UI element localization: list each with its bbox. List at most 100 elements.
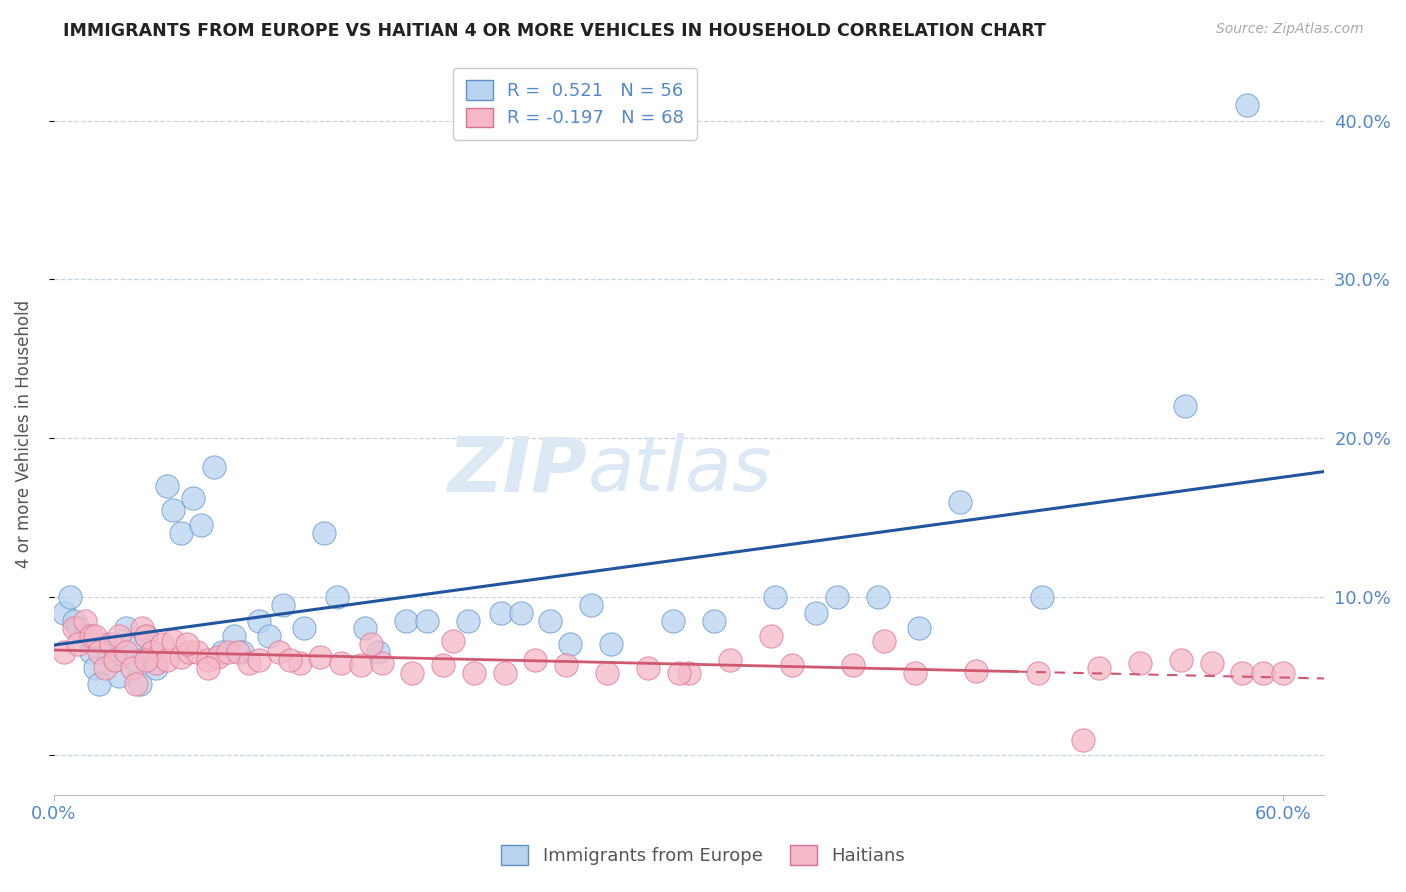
- Point: [207, 650, 229, 665]
- Point: [155, 479, 177, 493]
- Point: [292, 622, 315, 636]
- Point: [135, 629, 157, 643]
- Point: [273, 598, 295, 612]
- Point: [53, 645, 76, 659]
- Text: ZIP: ZIP: [447, 434, 588, 508]
- Point: [257, 629, 280, 643]
- Point: [94, 661, 117, 675]
- Point: [457, 614, 479, 628]
- Point: [510, 606, 533, 620]
- Point: [269, 645, 291, 659]
- Point: [780, 657, 803, 672]
- Point: [162, 634, 184, 648]
- Point: [238, 657, 260, 671]
- Point: [842, 657, 865, 672]
- Point: [63, 622, 86, 636]
- Point: [579, 598, 602, 612]
- Point: [141, 645, 163, 659]
- Point: [825, 590, 848, 604]
- Point: [759, 629, 782, 643]
- Y-axis label: 4 or more Vehicles in Household: 4 or more Vehicles in Household: [15, 300, 32, 568]
- Point: [73, 614, 96, 628]
- Point: [108, 669, 131, 683]
- Point: [360, 637, 382, 651]
- Point: [329, 657, 352, 671]
- Point: [600, 637, 623, 651]
- Point: [678, 665, 700, 680]
- Point: [170, 650, 193, 665]
- Point: [247, 653, 270, 667]
- Point: [197, 653, 219, 667]
- Point: [63, 614, 86, 628]
- Point: [637, 661, 659, 675]
- Point: [1129, 657, 1152, 671]
- Point: [661, 614, 683, 628]
- Point: [177, 645, 200, 659]
- Point: [231, 645, 253, 659]
- Point: [1071, 732, 1094, 747]
- Point: [524, 653, 547, 667]
- Text: Source: ZipAtlas.com: Source: ZipAtlas.com: [1216, 22, 1364, 37]
- Legend: Immigrants from Europe, Haitians: Immigrants from Europe, Haitians: [492, 836, 914, 874]
- Point: [186, 645, 208, 659]
- Point: [873, 634, 896, 648]
- Point: [80, 629, 103, 643]
- Point: [94, 637, 117, 651]
- Point: [141, 645, 163, 659]
- Legend: R =  0.521   N = 56, R = -0.197   N = 68: R = 0.521 N = 56, R = -0.197 N = 68: [453, 68, 696, 140]
- Point: [121, 637, 143, 651]
- Point: [907, 622, 929, 636]
- Point: [1251, 665, 1274, 680]
- Point: [555, 657, 578, 672]
- Point: [370, 657, 392, 671]
- Point: [80, 645, 103, 659]
- Point: [354, 622, 377, 636]
- Point: [135, 629, 157, 643]
- Point: [1272, 665, 1295, 680]
- Point: [87, 677, 110, 691]
- Point: [67, 622, 90, 636]
- Point: [538, 614, 561, 628]
- Point: [1236, 98, 1258, 112]
- Point: [104, 653, 127, 667]
- Point: [463, 665, 485, 680]
- Point: [152, 637, 174, 651]
- Point: [489, 606, 512, 620]
- Point: [1026, 665, 1049, 680]
- Point: [73, 629, 96, 643]
- Point: [350, 657, 373, 672]
- Point: [703, 614, 725, 628]
- Point: [288, 657, 311, 671]
- Point: [125, 677, 148, 691]
- Point: [1232, 665, 1254, 680]
- Point: [53, 606, 76, 620]
- Point: [1088, 661, 1111, 675]
- Point: [278, 653, 301, 667]
- Point: [100, 637, 122, 651]
- Point: [432, 657, 454, 672]
- Point: [416, 614, 439, 628]
- Point: [1170, 653, 1192, 667]
- Point: [395, 614, 418, 628]
- Point: [162, 502, 184, 516]
- Point: [247, 614, 270, 628]
- Point: [668, 665, 690, 680]
- Point: [181, 491, 204, 506]
- Point: [965, 665, 987, 679]
- Point: [67, 637, 90, 651]
- Point: [401, 665, 423, 680]
- Point: [443, 634, 465, 648]
- Point: [190, 518, 212, 533]
- Point: [98, 645, 121, 659]
- Point: [83, 629, 105, 643]
- Point: [129, 677, 152, 691]
- Point: [59, 590, 82, 604]
- Point: [804, 606, 827, 620]
- Point: [224, 629, 246, 643]
- Point: [145, 657, 167, 671]
- Point: [1174, 400, 1197, 414]
- Point: [83, 661, 105, 675]
- Point: [104, 653, 127, 667]
- Point: [135, 653, 157, 667]
- Point: [949, 494, 972, 508]
